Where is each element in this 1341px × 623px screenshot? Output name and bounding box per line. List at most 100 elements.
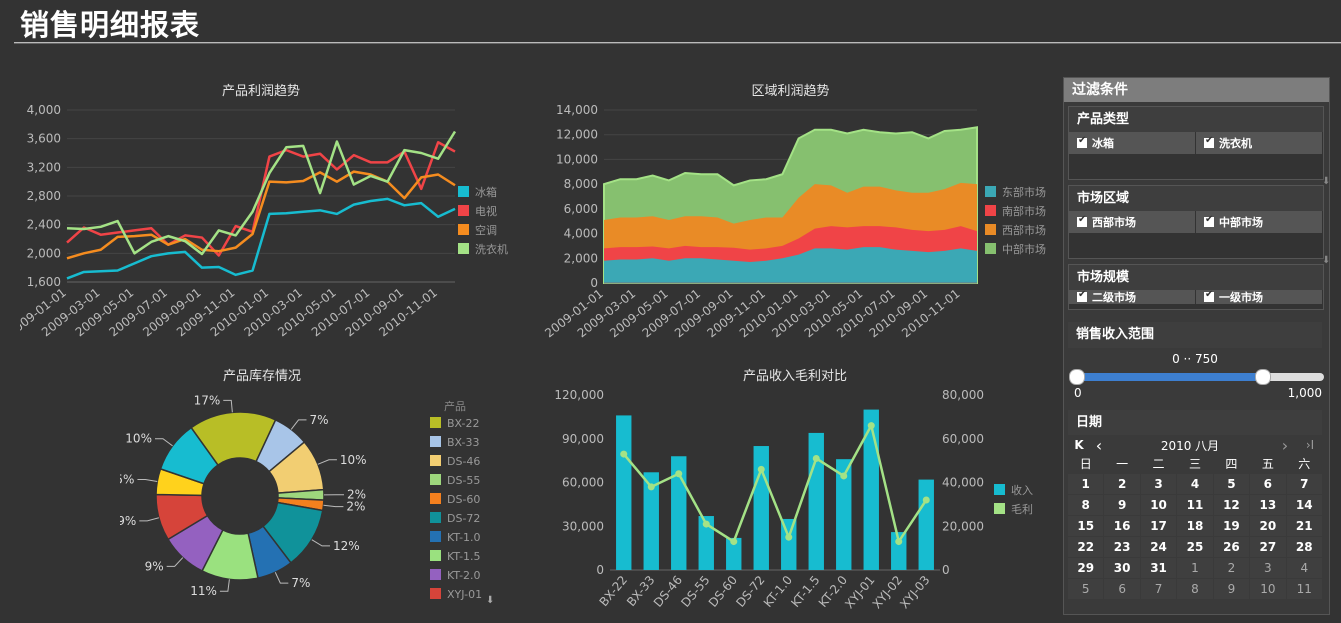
calendar-day[interactable]: 7	[1140, 579, 1177, 599]
calendar-day[interactable]: 26	[1213, 537, 1250, 557]
calendar-day[interactable]: 12	[1213, 495, 1250, 515]
calendar-day[interactable]: 9	[1104, 495, 1140, 515]
calendar-day[interactable]: 7	[1286, 474, 1322, 494]
calendar-day[interactable]: 20	[1250, 516, 1286, 536]
checkbox-tier2[interactable]: 二级市场	[1069, 289, 1196, 304]
x-tick-label: KT-1.5	[788, 573, 822, 610]
calendar-day[interactable]: 23	[1104, 537, 1140, 557]
calendar-day[interactable]: 13	[1250, 495, 1286, 515]
calendar-day[interactable]: 4	[1177, 474, 1213, 494]
legend-label: DS-60	[447, 493, 480, 506]
calendar-day[interactable]: 16	[1104, 516, 1140, 536]
calendar-day[interactable]: 29	[1068, 558, 1104, 578]
last-month-button[interactable]: ›I	[1305, 438, 1315, 452]
month-label: 2010 八月	[1160, 438, 1220, 453]
legend-swatch	[430, 455, 441, 466]
checkbox-fridge[interactable]: 冰箱	[1069, 132, 1196, 154]
checkbox-west[interactable]: 西部市场	[1069, 211, 1196, 233]
first-month-button[interactable]: K	[1074, 438, 1084, 452]
calendar-day[interactable]: 3	[1250, 558, 1286, 578]
calendar-day[interactable]: 2	[1213, 558, 1250, 578]
calendar-day[interactable]: 28	[1286, 537, 1322, 557]
next-month-button[interactable]: ›	[1281, 435, 1289, 455]
arrow-down-icon[interactable]: ⬇	[1322, 176, 1331, 187]
pie-label: 12%	[333, 539, 360, 553]
y-tick-label: 12,000	[556, 128, 598, 142]
market-scale-filter: 市场规模 二级市场 一级市场	[1068, 264, 1324, 310]
calendar-day[interactable]: 18	[1177, 516, 1213, 536]
legend-label: 收入	[1011, 483, 1033, 497]
legend-label: BX-33	[447, 436, 480, 449]
calendar-day[interactable]: 19	[1213, 516, 1250, 536]
y-tick-label: 2,000	[27, 246, 61, 260]
calendar-day[interactable]: 2	[1104, 474, 1140, 494]
y-tick-label: 120,000	[554, 388, 604, 402]
pie-leader-line	[139, 517, 160, 522]
calendar-day[interactable]: 24	[1140, 537, 1177, 557]
calendar-day[interactable]: 5	[1068, 579, 1104, 599]
legend-label: KT-1.5	[447, 550, 481, 563]
region-trend-chart: 区域利润趋势 0 2,000 4,000 6,000 8,000 10,000 12,000 1…	[542, 83, 1046, 340]
calendar-day[interactable]: 1	[1177, 558, 1213, 578]
pie-label: 10%	[125, 432, 152, 446]
calendar-day[interactable]: 25	[1177, 537, 1213, 557]
y2-tick-label: 0	[942, 563, 950, 577]
calendar-day[interactable]: 21	[1286, 516, 1322, 536]
calendar-day[interactable]: 9	[1213, 579, 1250, 599]
product-type-label: 产品类型	[1069, 107, 1323, 132]
calendar-day[interactable]: 6	[1104, 579, 1140, 599]
checkbox-washer[interactable]: 洗衣机	[1196, 132, 1323, 154]
checkbox-label: 冰箱	[1092, 137, 1114, 150]
calendar-day[interactable]: 11	[1286, 579, 1322, 599]
bar-revenue	[918, 479, 934, 570]
calendar-day[interactable]: 31	[1140, 558, 1177, 578]
slider-max-handle[interactable]	[1255, 369, 1271, 385]
legend-swatch	[430, 531, 441, 542]
legend-swatch	[985, 224, 996, 235]
calendar-day[interactable]: 30	[1104, 558, 1140, 578]
calendar-day[interactable]: 10	[1250, 579, 1286, 599]
calendar-day[interactable]: 11	[1177, 495, 1213, 515]
calendar-day[interactable]: 14	[1286, 495, 1322, 515]
arrow-down-icon[interactable]: ⬇	[1322, 255, 1331, 266]
y-tick-label: 3,600	[27, 132, 61, 146]
calendar-day[interactable]: 8	[1177, 579, 1213, 599]
calendar-day[interactable]: 22	[1068, 537, 1104, 557]
calendar-day[interactable]: 6	[1250, 474, 1286, 494]
weekday-header: 一	[1116, 457, 1129, 471]
prev-month-button[interactable]: ‹	[1095, 435, 1103, 455]
calendar-day[interactable]: 1	[1068, 474, 1104, 494]
checkbox-central[interactable]: 中部市场	[1196, 211, 1323, 233]
slider-min-handle[interactable]	[1069, 369, 1085, 385]
legend-swatch	[985, 186, 996, 197]
calendar-day[interactable]: 5	[1213, 474, 1250, 494]
pie-leader-line	[290, 419, 307, 430]
chart-title: 区域利润趋势	[751, 83, 829, 99]
market-region-label: 市场区域	[1069, 186, 1323, 211]
calendar-day[interactable]: 8	[1068, 495, 1104, 515]
pie-label: 7%	[310, 413, 329, 427]
series-line-3	[66, 130, 457, 256]
range-value-text: 0 ·· 750	[1172, 352, 1218, 366]
checkbox-checked-icon	[1204, 289, 1214, 302]
calendar-day[interactable]: 17	[1140, 516, 1177, 536]
calendar-day[interactable]: 15	[1068, 516, 1104, 536]
weekday-header: 三	[1188, 457, 1201, 471]
market-scale-label: 市场规模	[1069, 265, 1323, 290]
calendar-day[interactable]: 27	[1250, 537, 1286, 557]
weekday-header: 六	[1298, 457, 1311, 471]
y-tick-label: 1,600	[27, 275, 61, 289]
x-tick-label: DS-55	[678, 573, 712, 610]
checkbox-tier1[interactable]: 一级市场	[1196, 289, 1323, 304]
calendar-day[interactable]: 3	[1140, 474, 1177, 494]
date-label: 日期	[1068, 410, 1322, 435]
calendar-day[interactable]: 4	[1286, 558, 1322, 578]
checkbox-checked-icon	[1204, 135, 1214, 148]
y2-tick-label: 20,000	[942, 519, 984, 533]
legend-swatch	[430, 512, 441, 523]
legend-swatch	[985, 243, 996, 254]
margin-point	[620, 450, 628, 458]
pie-leader-line	[223, 399, 233, 413]
calendar-day[interactable]: 10	[1140, 495, 1177, 515]
